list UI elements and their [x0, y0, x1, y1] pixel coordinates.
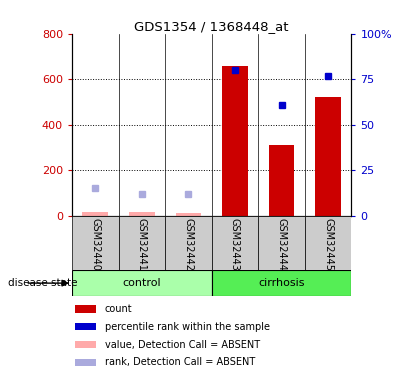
Bar	[175, 213, 201, 216]
Text: count: count	[105, 304, 132, 314]
Bar	[118, 216, 165, 270]
Text: rank, Detection Call = ABSENT: rank, Detection Call = ABSENT	[105, 357, 255, 368]
Text: value, Detection Call = ABSENT: value, Detection Call = ABSENT	[105, 339, 260, 350]
Bar	[72, 216, 118, 270]
Text: GSM32442: GSM32442	[183, 218, 193, 272]
Title: GDS1354 / 1368448_at: GDS1354 / 1368448_at	[134, 20, 289, 33]
Text: GSM32445: GSM32445	[323, 218, 333, 272]
Bar	[269, 145, 294, 216]
Bar	[75, 358, 96, 366]
Bar	[82, 211, 108, 216]
Bar	[222, 66, 248, 216]
Bar	[212, 270, 351, 296]
Bar	[305, 216, 351, 270]
Bar	[212, 216, 258, 270]
Bar	[72, 270, 212, 296]
Bar	[315, 98, 341, 216]
Text: GSM32441: GSM32441	[137, 218, 147, 271]
Text: GSM32440: GSM32440	[90, 218, 100, 271]
Bar	[165, 216, 212, 270]
Bar	[75, 305, 96, 313]
Text: control: control	[122, 278, 161, 288]
Text: cirrhosis: cirrhosis	[258, 278, 305, 288]
Text: GSM32443: GSM32443	[230, 218, 240, 271]
Bar	[75, 341, 96, 348]
Text: GSM32444: GSM32444	[277, 218, 286, 271]
Text: percentile rank within the sample: percentile rank within the sample	[105, 322, 270, 332]
Text: disease state: disease state	[8, 278, 78, 288]
Bar	[75, 323, 96, 330]
Bar	[129, 211, 155, 216]
Bar	[258, 216, 305, 270]
